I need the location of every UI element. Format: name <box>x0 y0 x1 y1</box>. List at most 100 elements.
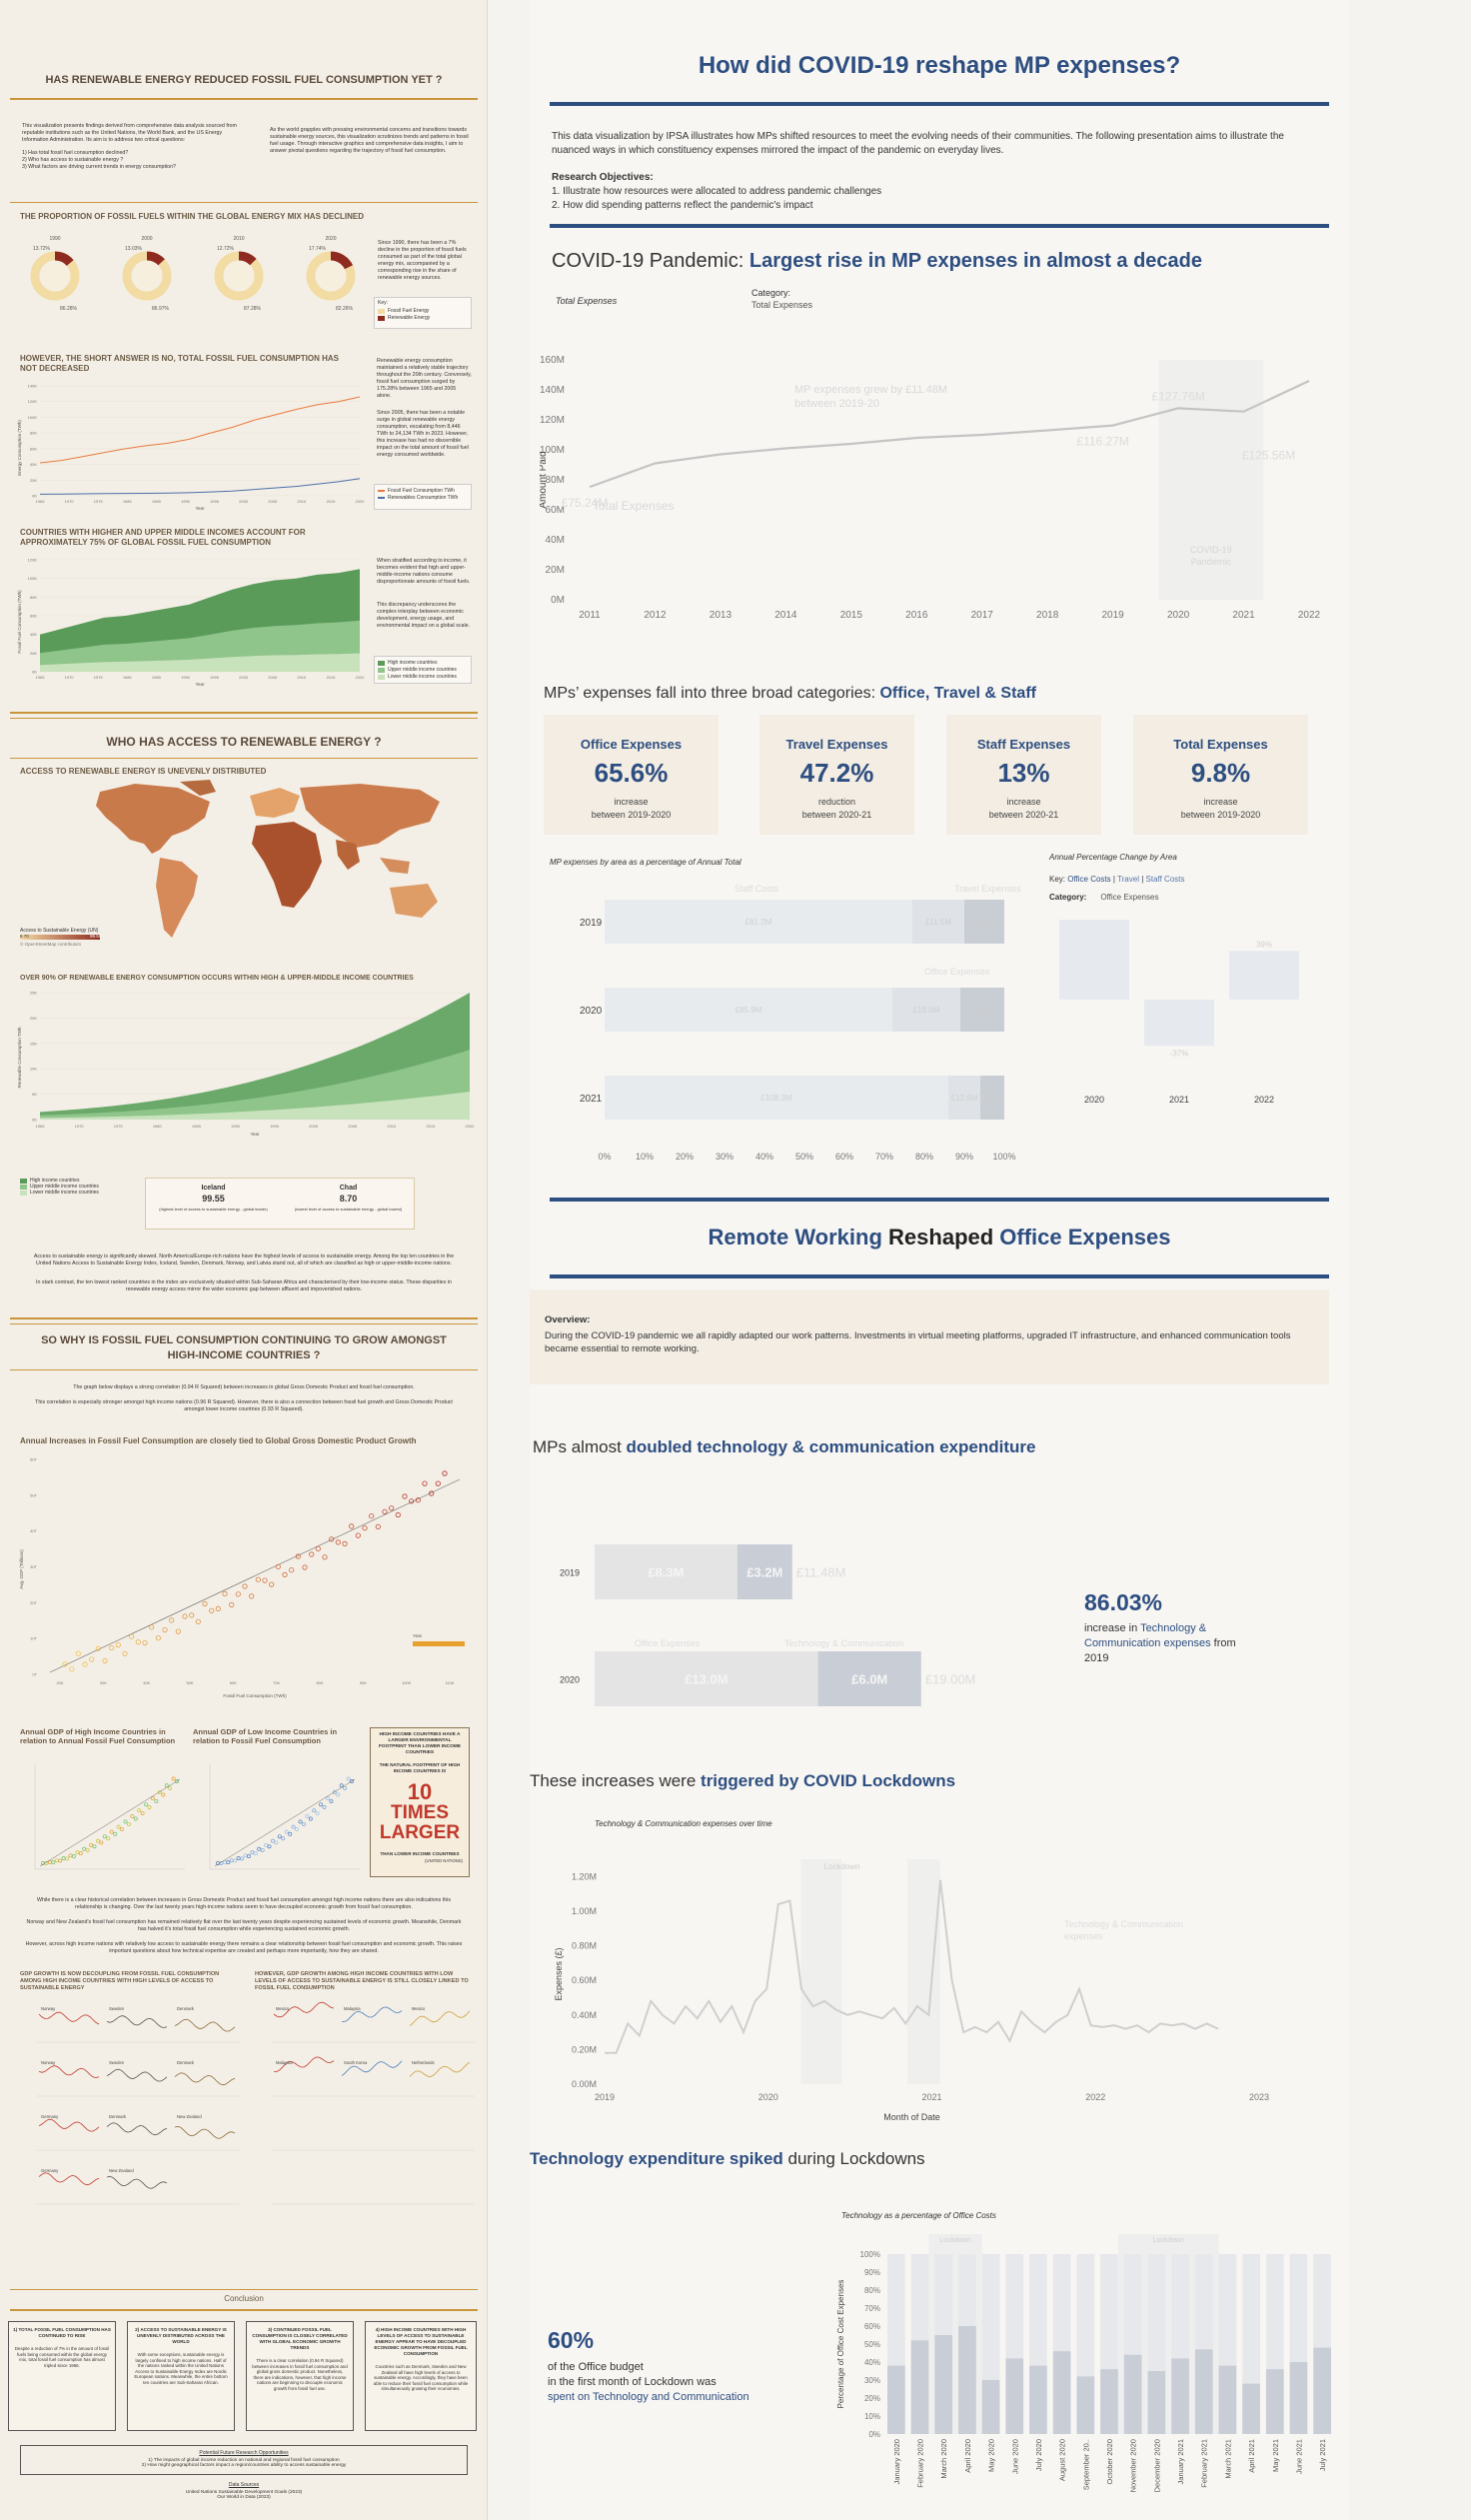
x-tick: 2017 <box>971 610 994 621</box>
scatter-point <box>422 1480 428 1486</box>
x-tick: 40% <box>755 1152 773 1162</box>
world-map <box>96 780 440 938</box>
legend-label: Lower middle income countries <box>388 674 457 680</box>
legend-renew: Renewable Energy <box>378 315 468 321</box>
scatter-point <box>222 1590 228 1596</box>
divider <box>10 718 478 719</box>
scatter-point <box>302 1564 308 1570</box>
scatter-point <box>395 1511 401 1518</box>
scatter-point <box>267 1844 272 1849</box>
scatter-point <box>154 1798 159 1803</box>
footprint-sub: THE NATURAL FOOTPRINT OF HIGH INCOME COU… <box>379 1762 461 1773</box>
line-note2: Since 2005, there has been a notable sur… <box>377 410 469 458</box>
chart-caption-total: Total Expenses <box>556 296 618 306</box>
scatter-point <box>147 1805 152 1809</box>
x-tick: 110K <box>445 1680 454 1685</box>
scatter-point <box>329 1536 335 1542</box>
scatter-point <box>233 1858 238 1863</box>
label-tech: Technology & Communication <box>784 1638 903 1648</box>
donut-renew-arc <box>122 251 172 301</box>
country-line <box>174 2125 236 2139</box>
scatter-point <box>389 1505 395 1511</box>
x-tick: 2019 <box>1102 610 1125 621</box>
segment-label: £108.3M <box>760 1094 791 1103</box>
footprint-big-larger: LARGER <box>379 1822 461 1843</box>
x-tick: 1970 <box>65 499 75 504</box>
scatter-point <box>144 1802 149 1807</box>
kpi-value: 47.2% <box>799 758 874 788</box>
country-line <box>273 2056 335 2072</box>
pct-bar <box>1100 2369 1118 2434</box>
y-tick: 120K <box>28 399 38 404</box>
x-tick: January 2020 <box>892 2439 901 2484</box>
kpi-title: Total Expenses <box>1173 737 1268 752</box>
x-tick: 1980 <box>153 1124 163 1129</box>
legend-renew-line: Renewables Consumption TWh <box>378 495 468 501</box>
future-research: Potential Future Research Opportunities … <box>20 2445 468 2475</box>
donut-center <box>133 262 161 290</box>
section-over-90: OVER 90% OF RENEWABLE ENERGY CONSUMPTION… <box>20 975 414 982</box>
x-tick: 80% <box>915 1152 933 1162</box>
scatter-point <box>315 1810 320 1815</box>
apc-category-value[interactable]: Office Expenses <box>1100 893 1159 902</box>
pct-bar <box>981 2380 1000 2434</box>
donut-fossil-label: 87.28% <box>244 306 262 312</box>
y-tick: 50% <box>864 2340 880 2349</box>
stack-segment <box>605 900 912 944</box>
access-note2: In stark contrast, the ten lowest ranked… <box>36 1279 452 1292</box>
fossil-series-line <box>39 396 361 464</box>
legend-label: Renewables Consumption TWh <box>388 495 459 501</box>
map-min: 8.70 <box>20 934 29 939</box>
x-tick: 2000 <box>239 675 249 680</box>
x-tick: 2012 <box>644 610 667 621</box>
section-high-gdp: Annual GDP of High Income Countries in r… <box>20 1727 176 1745</box>
legend-upper: Upper middle income countries <box>378 667 468 673</box>
scatter-point <box>255 1576 261 1582</box>
scatter-point <box>113 1831 118 1836</box>
pct-bar <box>1076 2376 1095 2434</box>
country-label: Norway <box>41 2060 56 2065</box>
stack-segment <box>912 900 964 944</box>
scatter-point <box>202 1600 208 1607</box>
scatter-point <box>61 1856 66 1860</box>
scatter-point <box>150 1796 155 1801</box>
conclusion-body: Countries such as Denmark, Sweden and Ne… <box>373 2364 469 2392</box>
y-tick: 20K <box>30 478 37 483</box>
category-value[interactable]: Total Expenses <box>751 300 813 310</box>
category-filter[interactable]: Category: Total Expenses <box>751 288 812 310</box>
y-tick: 90% <box>864 2268 880 2277</box>
apc-key-staff[interactable]: Staff Costs <box>1145 875 1185 884</box>
y-tick: 80K <box>30 595 37 600</box>
y-label: Amount Paid <box>540 451 549 508</box>
legend-label: Upper middle income countries <box>30 1184 99 1190</box>
country-line <box>106 2068 168 2082</box>
area-percentage-bars: Staff Costs Travel Expenses Office Expense… <box>580 884 1021 1162</box>
x-tick: 2016 <box>905 610 928 621</box>
scatter-point <box>305 1813 310 1818</box>
conclusion-head: 1) TOTAL FOSSIL FUEL CONSUMPTION HAS CON… <box>13 2327 111 2338</box>
pct-bar <box>1005 2358 1024 2434</box>
lockdown-window <box>800 1859 842 2084</box>
scatter-point <box>284 1829 289 1834</box>
heading-highlight: Largest rise in MP expenses in almost a … <box>748 250 1203 272</box>
change-bar <box>1059 920 1129 1000</box>
stack-segment <box>960 988 1004 1032</box>
apc-key-label: Key: <box>1049 875 1068 884</box>
chad-name: Chad <box>339 1185 358 1192</box>
apc-key-travel[interactable]: Travel <box>1117 875 1139 884</box>
apc-key-office[interactable]: Office Costs <box>1067 875 1111 884</box>
conclusion-card-4: 4) HIGH INCOME COUNTRIES WITH HIGH LEVEL… <box>365 2321 477 2431</box>
y-tick: 100K <box>28 415 38 420</box>
y-tick: 30T <box>30 1564 37 1569</box>
x-tick: 2010 <box>297 499 307 504</box>
scatter-point <box>301 1821 306 1826</box>
objective-2: 2. How did spending patterns reflect the… <box>552 200 813 211</box>
heading-part: Reshaped <box>888 1225 1000 1250</box>
title-why-fossil: SO WHY IS FOSSIL FUEL CONSUMPTION CONTIN… <box>41 1334 447 1361</box>
x-tick: 1975 <box>94 675 104 680</box>
apc-category[interactable]: Category: Office Expenses <box>1049 893 1158 902</box>
scatter-point <box>120 1826 124 1831</box>
heading-highlight: doubled technology & communication expen… <box>626 1437 1036 1456</box>
kpi-title: Office Expenses <box>580 737 683 752</box>
decoupling-small-multiples: Norway Sweden Denmark Norway Sweden Denmark Ge… <box>37 2006 240 2205</box>
